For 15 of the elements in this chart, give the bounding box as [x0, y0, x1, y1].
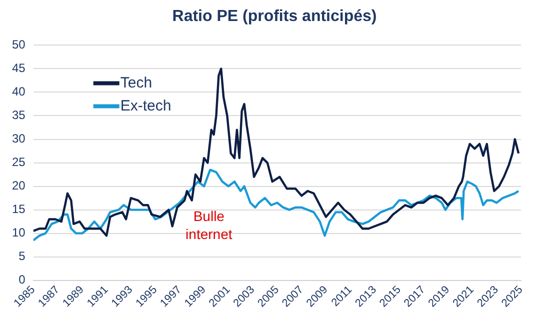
y-tick-label: 50 — [12, 38, 26, 52]
y-tick-label: 0 — [18, 272, 26, 287]
y-tick-label: 15 — [12, 202, 26, 216]
y-tick-label: 25 — [12, 155, 26, 170]
y-tick-label: 40 — [12, 84, 26, 99]
legend-label: Ex-tech — [120, 97, 172, 114]
y-tick-label: 35 — [12, 108, 26, 122]
legend-label: Tech — [120, 74, 152, 92]
y-tick-label: 30 — [12, 132, 26, 146]
y-tick-label: 5 — [18, 249, 26, 264]
y-tick-label: 20 — [12, 178, 26, 193]
y-tick-label: 10 — [12, 226, 26, 240]
annotation: Bulle internet — [186, 208, 232, 242]
y-tick-label: 45 — [12, 61, 26, 76]
chart-title: Ratio PE (profits anticipés) — [171, 7, 378, 27]
